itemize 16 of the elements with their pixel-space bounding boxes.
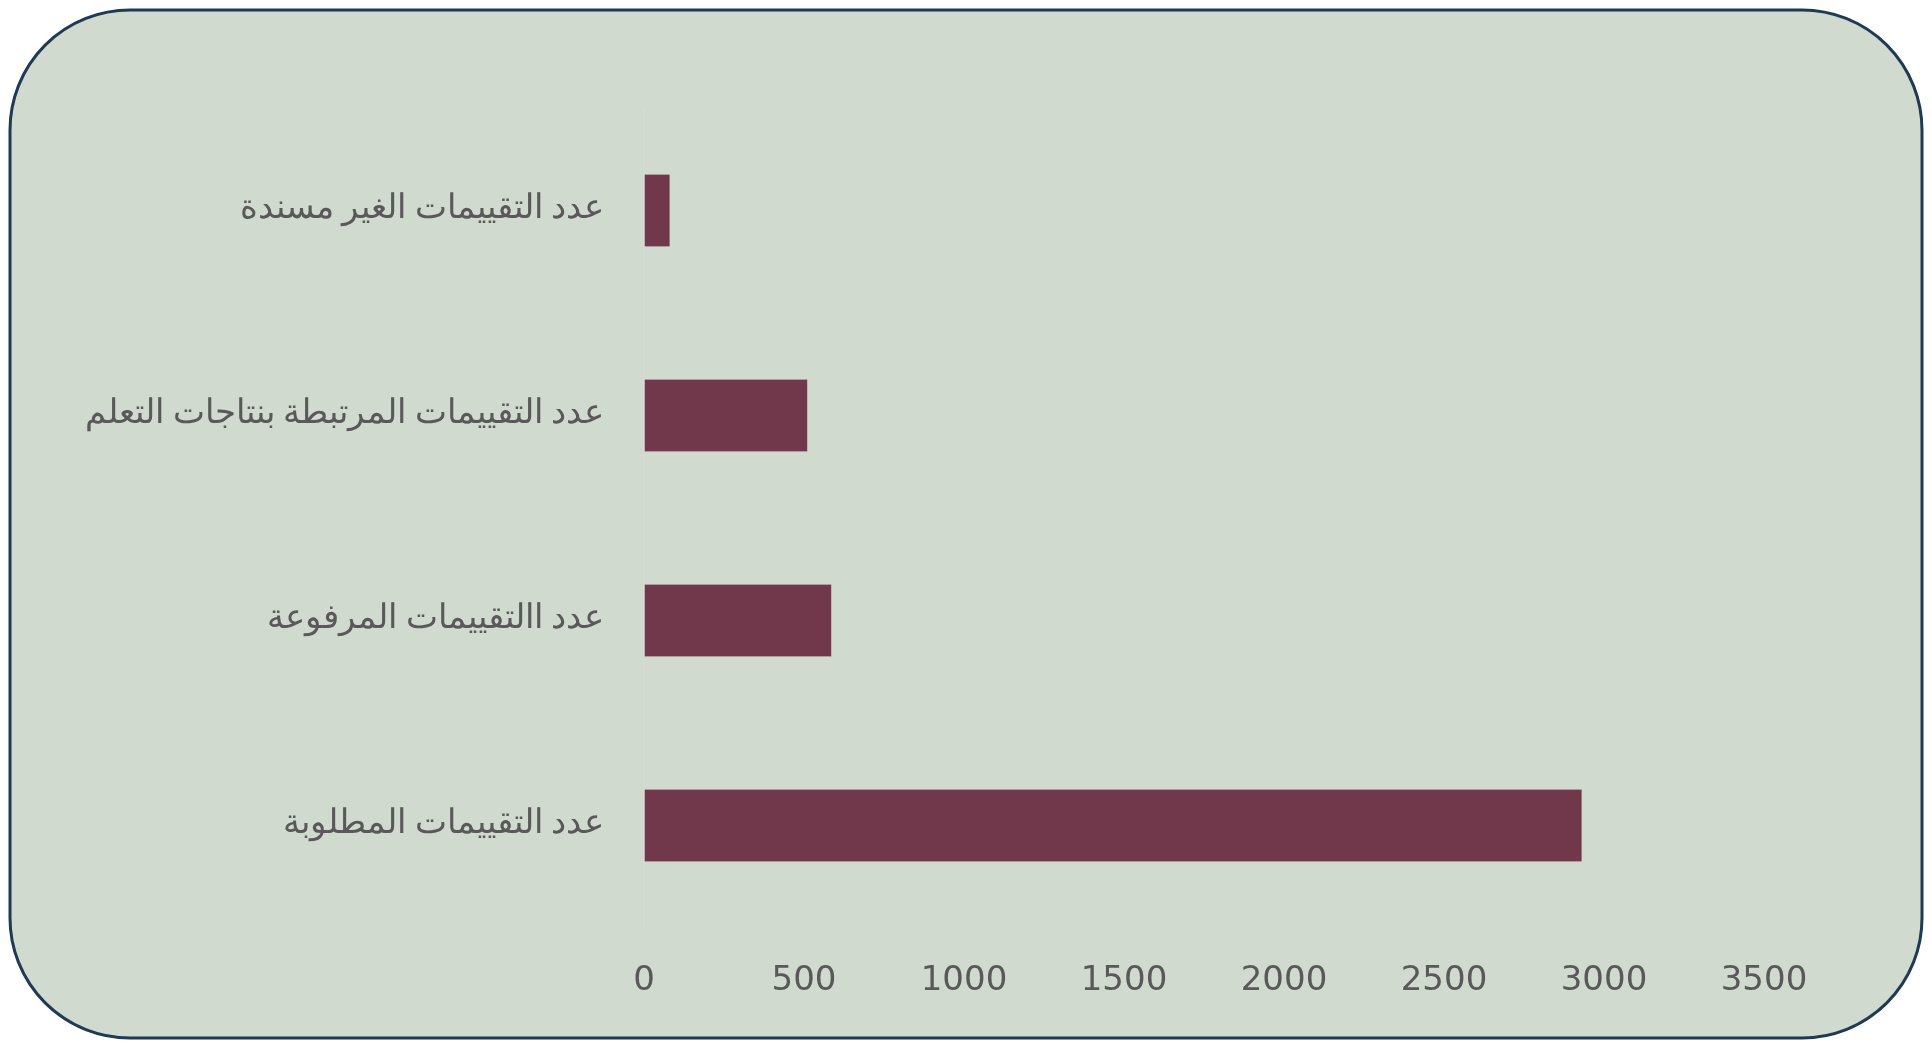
bar (644, 174, 670, 247)
bar (644, 379, 808, 452)
x-tick-label: 1500 (1080, 958, 1168, 998)
x-tick-label: 2000 (1240, 958, 1328, 998)
x-tick-label: 1000 (920, 958, 1008, 998)
x-tick-label: 0 (633, 958, 655, 998)
x-tick-label: 2500 (1400, 958, 1488, 998)
x-tick-label: 500 (771, 958, 837, 998)
bar (644, 789, 1582, 862)
x-tick-label: 3500 (1720, 958, 1808, 998)
bar (644, 584, 832, 657)
x-tick-label: 3000 (1560, 958, 1648, 998)
y-tick-label: عدد التقييمات الغير مسندة (239, 188, 604, 228)
y-tick-label: عدد التقييمات المطلوبة (283, 803, 604, 843)
y-tick-label: عدد التقييمات المرتبطة بنتاجات التعلم (85, 393, 604, 433)
y-tick-label: عدد االتقييمات المرفوعة (267, 598, 604, 638)
